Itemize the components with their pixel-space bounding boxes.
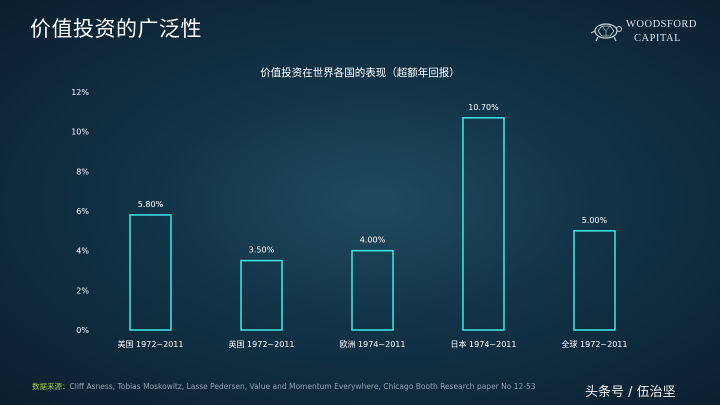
- y-tick-label: 2%: [76, 286, 89, 295]
- bars: 5.80% 3.50% 4.00% 10.70% 5.00%: [129, 103, 616, 331]
- data-label: 10.70%: [468, 103, 499, 112]
- chart-title: 价值投资在世界各国的表现（超额年回报）: [260, 66, 460, 79]
- y-tick-label: 12%: [71, 88, 89, 97]
- y-tick-label: 8%: [76, 167, 89, 176]
- logo-wordmark-line1: WOODSFORD: [626, 19, 698, 30]
- y-tick-label: 6%: [76, 207, 89, 216]
- data-label: 5.80%: [138, 200, 164, 209]
- x-tick-label: 英国 1972~2011: [229, 339, 295, 349]
- bar: [351, 249, 394, 331]
- x-tick-label: 全球 1972~2011: [562, 339, 628, 349]
- y-axis: 0% 2% 4% 6% 8% 10% 12%: [71, 88, 89, 335]
- x-axis: 美国 1972~2011 英国 1972~2011 欧洲 1974~2011 日本 1…: [118, 339, 628, 349]
- data-label: 3.50%: [249, 246, 275, 255]
- x-tick-label: 欧洲 1974~2011: [340, 339, 406, 349]
- slide-title: 价值投资的广泛性: [30, 17, 202, 41]
- watermark: 头条号 / 伍治坚: [585, 385, 676, 400]
- bar: [129, 214, 172, 331]
- x-tick-label: 美国 1972~2011: [118, 339, 184, 349]
- source-label: 数据来源：: [32, 382, 70, 391]
- y-tick-label: 10%: [71, 128, 89, 137]
- y-tick-label: 4%: [76, 247, 89, 256]
- source-text: Cliff Asness, Tobias Moskowitz, Lasse Pe…: [69, 382, 536, 391]
- turtle-icon: [590, 23, 622, 42]
- data-label: 4.00%: [360, 236, 386, 245]
- bar: [462, 117, 505, 331]
- bar: [573, 230, 616, 331]
- source-note: 数据来源：Cliff Asness, Tobias Moskowitz, Las…: [32, 381, 536, 392]
- data-label: 5.00%: [582, 216, 608, 225]
- logo-wordmark-line2: CAPITAL: [634, 33, 681, 44]
- y-tick-label: 0%: [76, 326, 89, 335]
- x-tick-label: 日本 1974~2011: [451, 339, 517, 349]
- company-logo: WOODSFORD CAPITAL: [590, 16, 700, 46]
- bar: [240, 259, 283, 331]
